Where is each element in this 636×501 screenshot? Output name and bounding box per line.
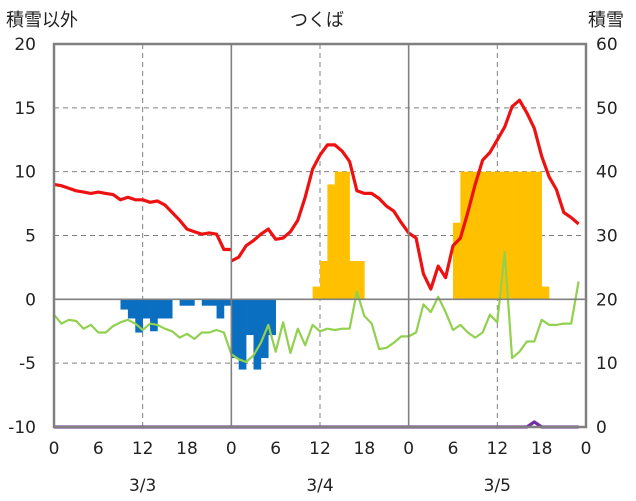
- snow-depth-bar: [541, 286, 550, 300]
- right-axis-label: 積雪: [588, 10, 624, 31]
- right-y-tick-label: 0: [596, 418, 607, 438]
- chart-title: つくば: [290, 10, 344, 31]
- left-y-tick-label: 5: [25, 227, 36, 247]
- left-y-tick-label: 0: [25, 290, 36, 310]
- left-y-tick-label: -10: [8, 418, 36, 438]
- precip-bar: [179, 299, 188, 306]
- series-line-red: [53, 98, 580, 291]
- snow-depth-bar: [460, 171, 469, 300]
- right-y-tick-label: 50: [596, 99, 618, 119]
- x-hour-tick-label: 18: [531, 439, 553, 459]
- x-hour-tick-label: 18: [176, 439, 198, 459]
- precip-bar: [164, 299, 173, 319]
- x-hour-tick-label: 6: [93, 439, 104, 459]
- precip-bar: [150, 299, 158, 332]
- snow-depth-bar: [334, 171, 343, 300]
- snow-depth-bar: [453, 222, 461, 300]
- precip-bar: [260, 299, 269, 359]
- snow-depth-bar: [526, 171, 535, 300]
- x-hour-tick-label: 0: [403, 439, 414, 459]
- snow-depth-bar: [482, 171, 491, 300]
- snow-depth-bar: [467, 171, 476, 300]
- snow-depth-bar: [320, 261, 328, 300]
- x-date-label: 3/3: [129, 476, 156, 496]
- snow-depth-bar: [497, 171, 506, 300]
- precip-bar: [246, 299, 254, 336]
- precip-bar: [268, 299, 276, 336]
- snow-depth-bar: [519, 171, 528, 300]
- x-hour-tick-label: 12: [487, 439, 509, 459]
- right-y-tick-label: 40: [596, 163, 618, 183]
- precip-bar: [135, 299, 143, 333]
- snow-depth-bar: [512, 171, 520, 300]
- precip-bar: [127, 299, 136, 319]
- snow-depth-bar: [349, 261, 358, 300]
- precip-bar: [209, 299, 217, 306]
- snow-depth-bar: [504, 171, 513, 300]
- right-y-tick-label: 20: [596, 290, 618, 310]
- snow-depth-bar: [327, 184, 336, 300]
- right-y-tick-label: 30: [596, 227, 618, 247]
- precip-bar: [187, 299, 195, 306]
- x-hour-tick-label: 6: [448, 439, 459, 459]
- x-hour-tick-label: 0: [581, 439, 592, 459]
- x-date-label: 3/4: [306, 476, 333, 496]
- left-y-tick-label: 15: [14, 99, 36, 119]
- precip-bar: [231, 299, 240, 359]
- snow-depth-bar: [489, 171, 498, 300]
- plot-frame: [52, 42, 588, 429]
- precip-bar: [157, 299, 166, 319]
- x-hour-tick-label: 18: [354, 439, 376, 459]
- precip-bar: [238, 299, 247, 370]
- snow-depth-bar: [356, 261, 365, 300]
- x-hour-tick-label: 12: [132, 439, 154, 459]
- snow-depth-bar: [342, 171, 350, 300]
- left-y-tick-label: 10: [14, 163, 36, 183]
- left-y-tick-label: -5: [19, 354, 36, 374]
- precip-bar: [120, 299, 129, 310]
- series-line-green: [53, 251, 580, 363]
- precip-bar: [253, 299, 262, 370]
- snow-depth-bar: [475, 171, 483, 300]
- left-axis-label: 積雪以外: [6, 10, 78, 31]
- precip-bar: [216, 299, 225, 319]
- right-y-tick-label: 10: [596, 354, 618, 374]
- x-hour-tick-label: 0: [226, 439, 237, 459]
- precip-bar: [201, 299, 210, 306]
- x-hour-tick-label: 6: [270, 439, 281, 459]
- precip-bar: [142, 299, 151, 319]
- x-date-label: 3/5: [484, 476, 511, 496]
- left-y-tick-label: 20: [14, 35, 36, 55]
- x-hour-tick-label: 0: [49, 439, 60, 459]
- snow-depth-bar: [534, 171, 542, 300]
- precip-bar: [223, 299, 232, 306]
- right-y-tick-label: 60: [596, 35, 618, 55]
- x-hour-tick-label: 12: [309, 439, 331, 459]
- snow-depth-bar: [312, 286, 321, 300]
